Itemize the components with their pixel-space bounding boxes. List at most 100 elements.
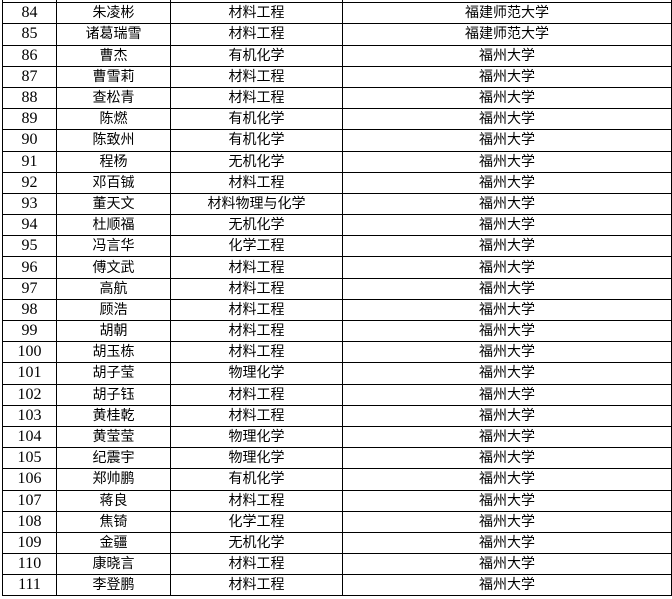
- student-name-cell: 胡子钰: [56, 383, 171, 406]
- school-cell: 福州大学: [342, 44, 672, 67]
- major-cell: 材料工程: [170, 171, 343, 194]
- school-cell: 福州大学: [342, 447, 672, 470]
- school-cell: 福建师范大学: [342, 2, 672, 25]
- table-row: 92 邓百铖 材料工程 福州大学: [2, 171, 672, 194]
- row-number-cell: 85: [2, 23, 57, 46]
- student-name-cell: 诸葛瑞雪: [56, 23, 171, 46]
- school-cell: 福州大学: [342, 553, 672, 576]
- student-name-cell: 曹雪莉: [56, 65, 171, 88]
- school-cell: 福州大学: [342, 256, 672, 279]
- major-cell: 无机化学: [170, 214, 343, 237]
- row-number-cell: 103: [2, 404, 57, 427]
- table-row: 88 查松青 材料工程 福州大学: [2, 86, 672, 110]
- school-cell: 福州大学: [342, 65, 672, 88]
- table-row: 105 纪震宇 物理化学 福州大学: [2, 447, 672, 470]
- student-name-cell: 邓百铖: [56, 171, 171, 194]
- row-number-cell: 109: [2, 531, 57, 555]
- table-row: 86 曹杰 有机化学 福州大学: [2, 44, 672, 67]
- major-cell: 材料工程: [170, 298, 343, 322]
- row-number-cell: 105: [2, 447, 57, 470]
- major-cell: 材料工程: [170, 86, 343, 110]
- student-name-cell: 杜顺福: [56, 214, 171, 237]
- table-row: 87 曹雪莉 材料工程 福州大学: [2, 65, 672, 88]
- school-cell: 福州大学: [342, 404, 672, 427]
- row-number-cell: 98: [2, 298, 57, 322]
- school-cell: 福州大学: [342, 468, 672, 491]
- row-number-cell: 100: [2, 341, 57, 364]
- row-number-cell: 106: [2, 468, 57, 491]
- row-number-cell: 88: [2, 86, 57, 110]
- student-name-cell: 陈燃: [56, 108, 171, 131]
- table-row: 90 陈致州 有机化学 福州大学: [2, 129, 672, 152]
- table-row: 110 康晓言 材料工程 福州大学: [2, 553, 672, 576]
- school-cell: 福州大学: [342, 86, 672, 110]
- table-row: 89 陈燃 有机化学 福州大学: [2, 108, 672, 131]
- row-number-cell: 89: [2, 108, 57, 131]
- school-cell: 福州大学: [342, 574, 672, 597]
- table-row: 84 朱凌彬 材料工程 福建师范大学: [2, 2, 672, 25]
- major-cell: 材料工程: [170, 383, 343, 406]
- row-number-cell: 87: [2, 65, 57, 88]
- student-name-cell: 黄莹莹: [56, 425, 171, 449]
- major-cell: 物理化学: [170, 425, 343, 449]
- student-name-cell: 查松青: [56, 86, 171, 110]
- major-cell: 材料工程: [170, 277, 343, 300]
- row-number-cell: 107: [2, 489, 57, 512]
- student-name-cell: 胡朝: [56, 319, 171, 343]
- major-cell: 无机化学: [170, 531, 343, 555]
- table-row: 97 高航 材料工程 福州大学: [2, 277, 672, 300]
- table-row: 106 郑帅鹏 有机化学 福州大学: [2, 468, 672, 491]
- school-cell: 福州大学: [342, 171, 672, 194]
- major-cell: 材料工程: [170, 319, 343, 343]
- major-cell: 材料工程: [170, 2, 343, 25]
- major-cell: 有机化学: [170, 108, 343, 131]
- major-cell: 材料工程: [170, 256, 343, 279]
- school-cell: 福州大学: [342, 510, 672, 533]
- row-number-cell: 91: [2, 150, 57, 173]
- table-row: 94 杜顺福 无机化学 福州大学: [2, 214, 672, 237]
- major-cell: 材料工程: [170, 574, 343, 597]
- student-name-cell: 金疆: [56, 531, 171, 555]
- school-cell: 福州大学: [342, 319, 672, 343]
- table-row: 109 金疆 无机化学 福州大学: [2, 531, 672, 555]
- major-cell: 无机化学: [170, 150, 343, 173]
- student-name-cell: 陈致州: [56, 129, 171, 152]
- table-row: 95 冯言华 化学工程 福州大学: [2, 235, 672, 258]
- row-number-cell: 108: [2, 510, 57, 533]
- table-row: 99 胡朝 材料工程 福州大学: [2, 319, 672, 343]
- row-number-cell: 93: [2, 192, 57, 216]
- major-cell: 材料工程: [170, 404, 343, 427]
- table-row: 104 黄莹莹 物理化学 福州大学: [2, 425, 672, 449]
- major-cell: 化学工程: [170, 510, 343, 533]
- school-cell: 福州大学: [342, 192, 672, 216]
- table-row: 96 傅文武 材料工程 福州大学: [2, 256, 672, 279]
- student-name-cell: 程杨: [56, 150, 171, 173]
- row-number-cell: 86: [2, 44, 57, 67]
- student-name-cell: 蒋良: [56, 489, 171, 512]
- school-cell: 福州大学: [342, 531, 672, 555]
- row-number-cell: 104: [2, 425, 57, 449]
- student-name-cell: 康晓言: [56, 553, 171, 576]
- major-cell: 有机化学: [170, 468, 343, 491]
- major-cell: 化学工程: [170, 235, 343, 258]
- row-number-cell: 95: [2, 235, 57, 258]
- row-number-cell: 101: [2, 362, 57, 385]
- school-cell: 福建师范大学: [342, 23, 672, 46]
- row-number-cell: 99: [2, 319, 57, 343]
- major-cell: 有机化学: [170, 44, 343, 67]
- school-cell: 福州大学: [342, 129, 672, 152]
- student-name-cell: 曹杰: [56, 44, 171, 67]
- student-name-cell: 高航: [56, 277, 171, 300]
- major-cell: 有机化学: [170, 129, 343, 152]
- school-cell: 福州大学: [342, 214, 672, 237]
- table-row: 100 胡玉栋 材料工程 福州大学: [2, 341, 672, 364]
- row-number-cell: 111: [2, 574, 57, 597]
- student-name-cell: 胡子莹: [56, 362, 171, 385]
- school-cell: 福州大学: [342, 298, 672, 322]
- table-row: 108 焦锜 化学工程 福州大学: [2, 510, 672, 533]
- row-number-cell: 84: [2, 2, 57, 25]
- student-name-cell: 李登鹏: [56, 574, 171, 597]
- major-cell: 材料工程: [170, 553, 343, 576]
- table-row: 111 李登鹏 材料工程 福州大学: [2, 574, 672, 597]
